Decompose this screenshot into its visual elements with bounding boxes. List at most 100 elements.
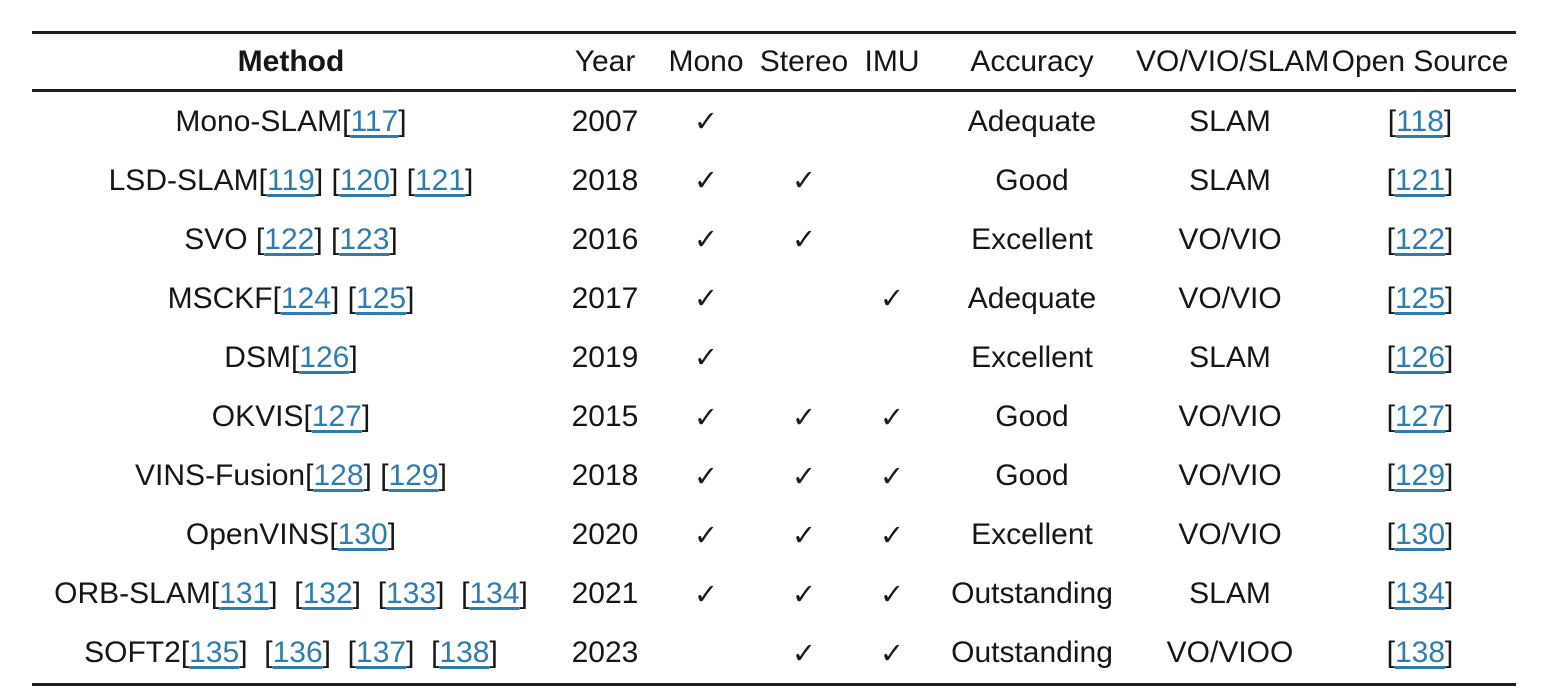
checkmark-icon: ✓ <box>693 576 719 611</box>
year-cell: 2007 <box>571 104 639 138</box>
accuracy-cell: Good <box>995 163 1069 197</box>
mono-check-cell: ✓ <box>660 518 752 553</box>
citation-link-130[interactable]: 130 <box>337 518 388 552</box>
citation-link-134[interactable]: 134 <box>469 577 520 611</box>
table-row: SVO [122] [123] 2016 ✓ ✓ Excellent VO/VIO [122… <box>32 210 1516 269</box>
citation-link-117[interactable]: 117 <box>350 104 399 138</box>
table-row: OpenVINS[130] 2020 ✓ ✓ ✓ Excellent VO/VIO [130] <box>32 506 1516 565</box>
checkmark-icon: ✓ <box>693 104 719 139</box>
citation-link-134[interactable]: 134 <box>1394 577 1446 611</box>
stereo-check-cell: ✓ <box>752 577 856 612</box>
citation-link-133[interactable]: 133 <box>386 577 437 611</box>
accuracy-cell: Excellent <box>971 222 1093 256</box>
mono-check-cell: ✓ <box>660 281 752 316</box>
accuracy-cell: Excellent <box>971 340 1093 374</box>
citation-link-119[interactable]: 119 <box>267 163 315 197</box>
mono-check-cell: ✓ <box>660 577 752 612</box>
citation-link-125[interactable]: 125 <box>1394 281 1446 315</box>
column-header-vo-vio-slam: VO/VIO/SLAM <box>1136 44 1330 78</box>
open-source-cell: [118] <box>1387 104 1453 138</box>
method-cell: DSM[126] <box>224 340 358 374</box>
checkmark-icon: ✓ <box>791 222 817 257</box>
citation-link-129[interactable]: 129 <box>388 459 439 493</box>
stereo-check-cell: ✓ <box>752 222 856 257</box>
stereo-check-cell: ✓ <box>752 518 856 553</box>
citation-link-125[interactable]: 125 <box>356 281 407 315</box>
stereo-check-cell: ✓ <box>752 459 856 494</box>
type-cell: VO/VIO <box>1178 518 1282 552</box>
citation-link-124[interactable]: 124 <box>280 281 331 315</box>
type-cell: VO/VIO <box>1178 281 1282 315</box>
type-cell: VO/VIO <box>1178 222 1282 256</box>
mono-check-cell: ✓ <box>660 400 752 435</box>
citation-link-127[interactable]: 127 <box>311 400 362 434</box>
checkmark-icon: ✓ <box>693 222 719 257</box>
year-cell: 2020 <box>571 518 639 552</box>
citation-link-127[interactable]: 127 <box>1394 400 1446 434</box>
type-cell: SLAM <box>1189 340 1271 374</box>
imu-check-cell: ✓ <box>856 518 928 553</box>
open-source-cell: [130] <box>1386 518 1454 552</box>
citation-link-138[interactable]: 138 <box>1394 636 1446 670</box>
table-row: DSM[126] 2019 ✓ Excellent SLAM [126] <box>32 328 1516 387</box>
citation-link-130[interactable]: 130 <box>1394 518 1446 552</box>
open-source-cell: [138] <box>1386 636 1454 670</box>
method-cell: MSCKF[124] [125] <box>167 281 415 315</box>
type-cell: SLAM <box>1189 104 1271 138</box>
column-header-stereo: Stereo <box>759 44 849 78</box>
year-cell: 2015 <box>571 400 639 434</box>
citation-link-120[interactable]: 120 <box>339 163 390 197</box>
type-cell: VO/VIO <box>1178 459 1282 493</box>
citation-link-131[interactable]: 131 <box>219 577 270 611</box>
column-header-mono: Mono <box>668 44 744 78</box>
methods-comparison-table: Method Year Mono Stereo IMU Accuracy VO/… <box>32 31 1516 686</box>
citation-link-126[interactable]: 126 <box>299 340 350 374</box>
citation-link-122[interactable]: 122 <box>1394 222 1446 256</box>
citation-link-122[interactable]: 122 <box>264 222 315 256</box>
citation-link-136[interactable]: 136 <box>272 636 323 670</box>
checkmark-icon: ✓ <box>791 576 817 611</box>
checkmark-icon: ✓ <box>879 517 905 552</box>
open-source-cell: [126] <box>1386 340 1454 374</box>
citation-link-128[interactable]: 128 <box>313 459 364 493</box>
open-source-cell: [127] <box>1386 400 1454 434</box>
checkmark-icon: ✓ <box>693 399 719 434</box>
checkmark-icon: ✓ <box>791 635 817 670</box>
accuracy-cell: Outstanding <box>951 577 1113 611</box>
open-source-cell: [134] <box>1386 577 1454 611</box>
citation-link-137[interactable]: 137 <box>356 636 407 670</box>
citation-link-121[interactable]: 121 <box>1394 163 1446 197</box>
stereo-check-cell: ✓ <box>752 400 856 435</box>
column-header-imu: IMU <box>864 44 920 78</box>
column-header-method: Method <box>237 44 345 78</box>
table-row: LSD-SLAM[119] [120] [121] 2018 ✓ ✓ Good SLAM [… <box>32 151 1516 210</box>
method-cell: ORB-SLAM[131] [132] [133] [134] <box>54 577 528 611</box>
table-row: SOFT2[135] [136] [137] [138] 2023 ✓ ✓ Outsta… <box>32 624 1516 683</box>
open-source-cell: [121] <box>1386 163 1454 197</box>
mono-check-cell: ✓ <box>660 222 752 257</box>
type-cell: VO/VIOO <box>1166 636 1294 670</box>
citation-link-121[interactable]: 121 <box>414 163 466 197</box>
citation-link-138[interactable]: 138 <box>439 636 490 670</box>
citation-link-129[interactable]: 129 <box>1394 459 1446 493</box>
method-cell: VINS-Fusion[128] [129] <box>135 459 447 493</box>
year-cell: 2018 <box>571 459 639 493</box>
citation-link-123[interactable]: 123 <box>339 222 390 256</box>
citation-link-135[interactable]: 135 <box>189 636 240 670</box>
citation-link-118[interactable]: 118 <box>1396 104 1444 138</box>
open-source-cell: [129] <box>1386 459 1454 493</box>
checkmark-icon: ✓ <box>879 576 905 611</box>
open-source-cell: [122] <box>1386 222 1454 256</box>
citation-link-126[interactable]: 126 <box>1394 340 1446 374</box>
method-cell: OpenVINS[130] <box>185 518 397 552</box>
column-header-accuracy: Accuracy <box>970 44 1094 78</box>
checkmark-icon: ✓ <box>791 163 817 198</box>
checkmark-icon: ✓ <box>693 281 719 316</box>
accuracy-cell: Good <box>995 400 1069 434</box>
table-row: MSCKF[124] [125] 2017 ✓ ✓ Adequate VO/VIO [125… <box>32 269 1516 328</box>
checkmark-icon: ✓ <box>791 517 817 552</box>
table-body: Mono-SLAM[117] 2007 ✓ Adequate SLAM [118] LSD-… <box>32 92 1516 683</box>
citation-link-132[interactable]: 132 <box>302 577 353 611</box>
checkmark-icon: ✓ <box>879 635 905 670</box>
